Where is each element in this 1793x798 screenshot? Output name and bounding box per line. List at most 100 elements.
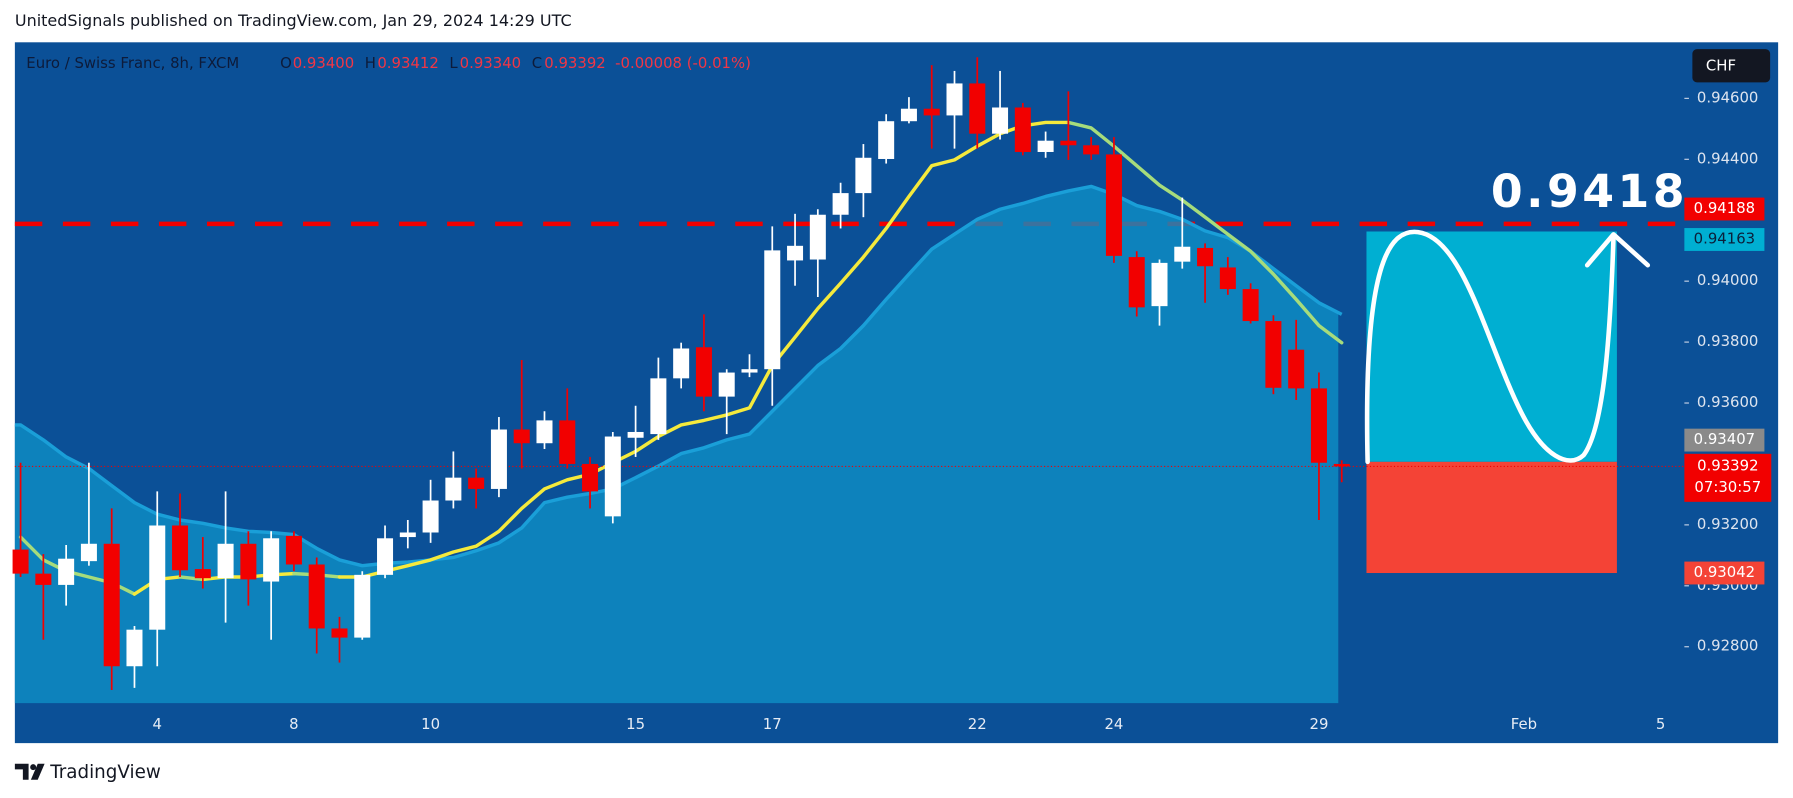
candle-body (718, 372, 735, 397)
candle-body (399, 532, 416, 538)
candle-body (172, 525, 189, 571)
target-label-badge (1684, 228, 1765, 251)
plot: 0.928000.930000.932000.936000.938000.940… (12, 57, 1772, 733)
candle-body (832, 193, 849, 215)
candle-body (468, 477, 485, 489)
candle-body (946, 83, 963, 116)
candle-body (992, 107, 1009, 134)
candle-body (1174, 246, 1191, 262)
candle-body (559, 420, 576, 464)
candle-body (263, 538, 280, 582)
candle-body (513, 429, 530, 444)
x-tick-label: 5 (1656, 715, 1665, 733)
candle-body (1128, 257, 1145, 308)
stop-label-badge (1684, 561, 1765, 585)
candle-body (1265, 321, 1282, 388)
stop-label: 0.93042 (1694, 563, 1755, 581)
y-tick-label: 0.94000 (1697, 271, 1758, 289)
countdown: 07:30:57 (1694, 478, 1761, 496)
symbol: Euro / Swiss Franc, 8h, FXCM (26, 54, 239, 72)
candle-body (149, 525, 166, 630)
candle-body (331, 628, 348, 638)
close-label: C (532, 54, 542, 72)
horizontal-level-label: 0.94188 (1694, 199, 1755, 217)
high-value: 0.93412 (377, 54, 438, 72)
y-tick-label: 0.93600 (1697, 393, 1758, 411)
moving-average (178, 575, 205, 582)
candle-body (285, 535, 302, 565)
candle-body (695, 347, 712, 397)
x-tick-label: 17 (763, 715, 782, 733)
candle-body (422, 500, 439, 533)
currency: CHF (1706, 56, 1736, 74)
candle-body (1242, 289, 1259, 322)
candle-body (35, 573, 52, 585)
horizontal-level-label-badge (1684, 197, 1765, 221)
candle-body (764, 250, 781, 370)
candle-body (536, 420, 553, 444)
candle-body (1288, 349, 1305, 389)
candle-body (126, 629, 143, 667)
change-value: -0.00008 (-0.01%) (615, 54, 751, 72)
candle-body (490, 429, 507, 489)
entry-label: 0.93407 (1694, 430, 1755, 448)
tradingview-logo (14, 763, 45, 780)
y-tick-label: 0.92800 (1697, 637, 1758, 655)
candle-body (923, 108, 940, 116)
loss-zone (1366, 461, 1617, 574)
candle-body (354, 574, 371, 638)
candle-body (900, 108, 917, 122)
symbol-legend: Euro / Swiss Franc, 8h, FXCM O 0.93400 H… (26, 54, 751, 72)
logo-dot (30, 764, 37, 771)
candle-body (58, 558, 75, 585)
candle-body (673, 348, 690, 379)
candle-body (308, 564, 325, 629)
candle-body (80, 543, 97, 562)
candle-body (377, 538, 394, 575)
candle-body (809, 214, 826, 260)
candle-body (878, 121, 895, 159)
candle-body (627, 431, 644, 438)
open-label: O (280, 54, 292, 72)
low-label: L (449, 54, 458, 72)
logo-mark (14, 763, 29, 780)
candle-body (445, 477, 462, 501)
currency-badge[interactable] (1692, 49, 1771, 83)
candle-body (582, 463, 599, 492)
candle-body (1151, 262, 1168, 307)
forecast-arrow (1584, 232, 1651, 268)
candle-body (604, 436, 621, 517)
candle-body (1083, 145, 1100, 155)
candle-body (1105, 154, 1122, 256)
candle-body (1219, 267, 1236, 290)
annotation: 0.9418 (1491, 165, 1688, 218)
forecast-curve (1364, 229, 1616, 465)
candle-body (217, 543, 234, 579)
candle-body (1333, 463, 1350, 467)
x-tick-label: 8 (289, 715, 298, 733)
y-tick-label: 0.93800 (1697, 332, 1758, 350)
candle-body (1014, 107, 1031, 152)
x-tick-label: 15 (626, 715, 645, 733)
x-tick-label: Feb (1511, 715, 1537, 733)
candle-body (1060, 140, 1077, 146)
candle-body (787, 245, 804, 261)
y-tick-label: 0.94400 (1697, 149, 1758, 167)
x-tick-label: 29 (1309, 715, 1328, 733)
open-value: 0.93400 (293, 54, 354, 72)
target-label: 0.94163 (1694, 229, 1755, 247)
candle-body (1037, 140, 1054, 152)
footer-brand: TradingView (49, 762, 161, 783)
entry-label-badge (1684, 428, 1765, 452)
candle-body (855, 157, 872, 194)
y-tick-label: 0.93200 (1697, 515, 1758, 533)
close-value: 0.93392 (544, 54, 605, 72)
high-label: H (365, 54, 376, 72)
candle-body (1310, 388, 1327, 463)
candle-body (12, 549, 29, 574)
candle-body (103, 543, 120, 667)
candle-body (1197, 247, 1214, 267)
publish-header: UnitedSignals published on TradingView.c… (15, 11, 572, 30)
y-tick-label: 0.94600 (1697, 88, 1758, 106)
x-tick-label: 22 (968, 715, 987, 733)
